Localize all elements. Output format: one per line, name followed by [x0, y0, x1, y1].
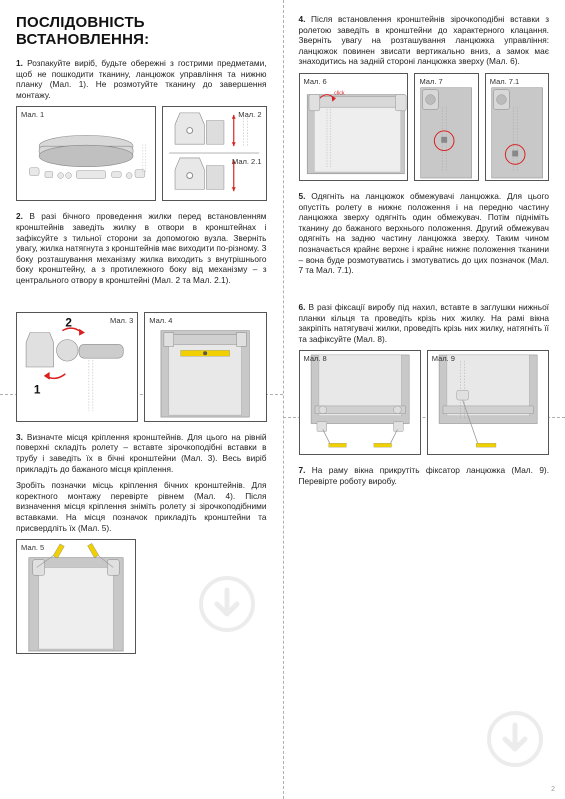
step-num-7: 7. — [299, 465, 306, 475]
big-num-1: 1 — [34, 383, 41, 396]
fig-label-71: Мал. 7.1 — [490, 77, 519, 86]
watermark-icon-right — [485, 709, 545, 769]
step-num-5: 5. — [299, 191, 306, 201]
fig-label-1: Мал. 1 — [21, 110, 44, 119]
right-column: 4. Після встановлення кронштейнів зірочк… — [283, 0, 565, 799]
figure-5: Мал. 5 — [16, 539, 136, 654]
page-number: 2 — [551, 786, 555, 793]
figure-9: Мал. 9 — [427, 350, 549, 455]
para-4: 4. Після встановлення кронштейнів зірочк… — [299, 14, 550, 67]
fig-label-8: Мал. 8 — [304, 354, 327, 363]
para-2-text: В разі бічного проведення жилки перед вс… — [16, 211, 267, 285]
fig-6-svg: click — [300, 74, 408, 180]
figure-3: Мал. 3 2 — [16, 312, 138, 422]
step-num-2: 2. — [16, 211, 23, 221]
para-5-text: Одягніть на ланцюжок обмежувачі ланцюжка… — [299, 191, 550, 275]
para-4-text: Після встановлення кронштейнів зірочкопо… — [299, 14, 550, 66]
fig-row-3-4: Мал. 3 2 — [16, 312, 267, 422]
fig-row-5: Мал. 5 — [16, 539, 267, 654]
fig-label-5: Мал. 5 — [21, 543, 44, 552]
para-1-text: Розпакуйте виріб, будьте обережні з гост… — [16, 58, 267, 100]
fig-2-svg — [163, 107, 265, 200]
fig-5-svg — [17, 540, 135, 653]
click-label: click — [334, 91, 345, 97]
figure-1: Мал. 1 — [16, 106, 156, 201]
para-6: 6. В разі фіксації виробу під нахил, вст… — [299, 302, 550, 344]
step-num-1: 1. — [16, 58, 23, 68]
fig-label-2: Мал. 2 — [238, 110, 261, 119]
para-7-text: На раму вікна прикрутіть фіксатор ланцюж… — [299, 465, 550, 486]
para-3a: 3. Визначте місця кріплення кронштейнів.… — [16, 432, 267, 474]
para-6-text: В разі фіксації виробу під нахил, вставт… — [299, 302, 550, 344]
fig-row-8-9: Мал. 8 Мал. 9 — [299, 350, 550, 455]
fig-label-9: Мал. 9 — [432, 354, 455, 363]
para-7: 7. На раму вікна прикрутіть фіксатор лан… — [299, 465, 550, 486]
fig-7-svg — [415, 74, 477, 180]
para-1: 1. Розпакуйте виріб, будьте обережні з г… — [16, 58, 267, 100]
para-3b: Зробіть позначки місць кріплення бічних … — [16, 480, 267, 533]
para-2: 2. В разі бічного проведення жилки перед… — [16, 211, 267, 285]
fig-label-3: Мал. 3 — [110, 316, 133, 325]
figure-7: Мал. 7 — [414, 73, 478, 181]
watermark-icon — [197, 574, 257, 634]
spacer-r — [299, 282, 550, 302]
fig-label-4: Мал. 4 — [149, 316, 172, 325]
fig-row-1-2: Мал. 1 — [16, 106, 267, 201]
fig-label-21: Мал. 2.1 — [232, 157, 261, 166]
page-title: ПОСЛІДОВНІСТЬ ВСТАНОВЛЕННЯ: — [16, 14, 267, 48]
fig-9-svg — [428, 351, 548, 454]
step-num-6: 6. — [299, 302, 306, 312]
figure-8: Мал. 8 — [299, 350, 421, 455]
big-num-2: 2 — [65, 316, 72, 329]
step-num-3: 3. — [16, 432, 23, 442]
figure-4: Мал. 4 — [144, 312, 266, 422]
fig-3-svg: 2 1 — [17, 313, 137, 421]
para-3a-text: Визначте місця кріплення кронштейнів. Дл… — [16, 432, 267, 474]
step-num-4: 4. — [299, 14, 306, 24]
spacer — [16, 292, 267, 306]
fig-row-6-7: Мал. 6 click — [299, 73, 550, 181]
figure-2: Мал. 2 Мал. 2.1 — [162, 106, 266, 201]
fig-4-svg — [145, 313, 265, 421]
fig-1-svg — [17, 107, 155, 200]
fig-label-7: Мал. 7 — [419, 77, 442, 86]
fig-8-svg — [300, 351, 420, 454]
fig-71-svg — [486, 74, 548, 180]
watermark-area-left — [142, 539, 267, 654]
para-5: 5. Одягніть на ланцюжок обмежувачі ланцю… — [299, 191, 550, 276]
figure-6: Мал. 6 click — [299, 73, 409, 181]
fig-label-6: Мал. 6 — [304, 77, 327, 86]
left-column: ПОСЛІДОВНІСТЬ ВСТАНОВЛЕННЯ: 1. Розпакуйт… — [0, 0, 283, 799]
page: ПОСЛІДОВНІСТЬ ВСТАНОВЛЕННЯ: 1. Розпакуйт… — [0, 0, 565, 799]
figure-7-1: Мал. 7.1 — [485, 73, 549, 181]
